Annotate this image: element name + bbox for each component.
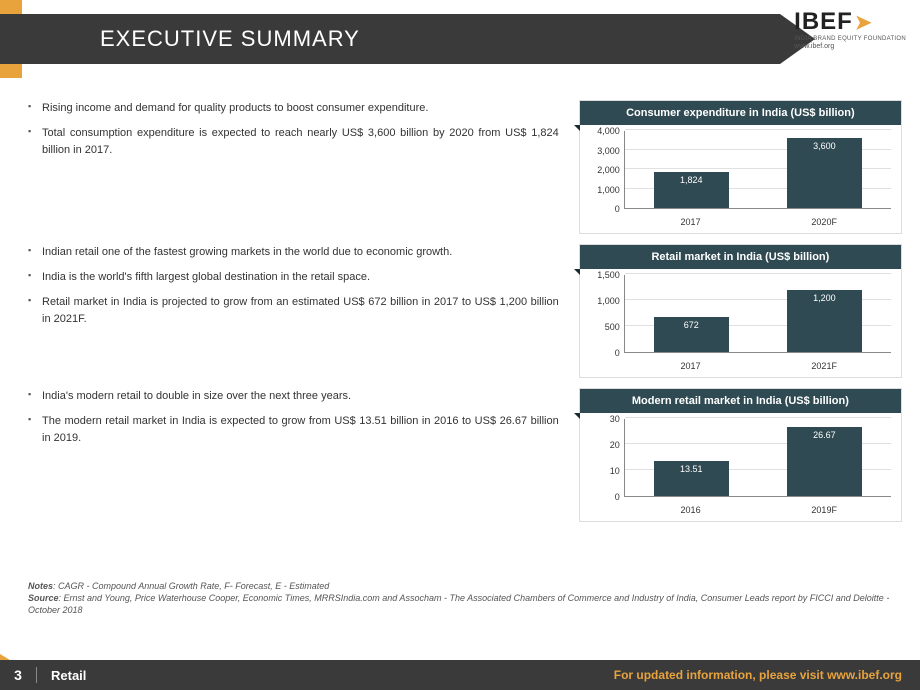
chart-bar: 13.51	[654, 461, 729, 496]
content-area: Rising income and demand for quality pro…	[28, 100, 902, 620]
bullet-item: Rising income and demand for quality pro…	[28, 100, 559, 117]
footer-right-text: For updated information, please visit ww…	[614, 668, 920, 682]
chart-bar: 3,600	[787, 138, 862, 208]
y-axis-label: 1,000	[586, 296, 620, 306]
chart-title: Retail market in India (US$ billion)	[580, 245, 901, 269]
y-axis-label: 1,500	[586, 270, 620, 280]
bar-value-label: 26.67	[787, 430, 862, 440]
logo-url: www.ibef.org	[794, 43, 906, 50]
x-axis-label: 2017	[681, 217, 701, 227]
bar-value-label: 13.51	[654, 464, 729, 474]
chart-bar: 26.67	[787, 427, 862, 496]
chart-bar: 1,824	[654, 172, 729, 208]
footer-category: Retail	[37, 668, 86, 683]
x-axis-label: 2019F	[811, 505, 837, 515]
chart-body: 0 500 1,000 1,500 2017 2021F 672 1,200	[580, 269, 901, 377]
bar-value-label: 3,600	[787, 141, 862, 151]
y-axis-label: 3,000	[586, 146, 620, 156]
source-text: : Ernst and Young, Price Waterhouse Coop…	[28, 593, 889, 615]
bar-value-label: 672	[654, 320, 729, 330]
chart-body: 0 10 20 30 2016 2019F 13.51 26.67	[580, 413, 901, 521]
logo-text: IBEF ➤	[794, 8, 906, 36]
page-title: EXECUTIVE SUMMARY	[100, 26, 360, 52]
bullet-item: Retail market in India is projected to g…	[28, 294, 559, 328]
chart-bar: 672	[654, 317, 729, 352]
x-axis-label: 2021F	[811, 361, 837, 371]
chart-plot-area: 1,824 3,600	[624, 131, 891, 209]
bullet-item: India's modern retail to double in size …	[28, 388, 559, 405]
y-axis-label: 0	[586, 492, 620, 502]
bullet-item: India is the world's fifth largest globa…	[28, 269, 559, 286]
chart-plot-area: 672 1,200	[624, 275, 891, 353]
y-axis-label: 0	[586, 348, 620, 358]
y-axis-label: 10	[586, 466, 620, 476]
x-axis-label: 2017	[681, 361, 701, 371]
logo-subtitle: INDIA BRAND EQUITY FOUNDATION	[794, 36, 906, 42]
y-axis-label: 30	[586, 414, 620, 424]
bullet-block: Indian retail one of the fastest growing…	[28, 244, 567, 378]
y-axis-label: 500	[586, 322, 620, 332]
y-axis-label: 20	[586, 440, 620, 450]
chart-card: Consumer expenditure in India (US$ billi…	[579, 100, 902, 234]
logo-acronym: IBEF	[794, 8, 853, 36]
y-axis-label: 2,000	[586, 165, 620, 175]
logo-arrow-icon: ➤	[855, 10, 873, 35]
chart-title: Consumer expenditure in India (US$ billi…	[580, 101, 901, 125]
chart-title: Modern retail market in India (US$ billi…	[580, 389, 901, 413]
bullet-item: Total consumption expenditure is expecte…	[28, 125, 559, 159]
source-label: Source	[28, 593, 59, 603]
y-axis-label: 4,000	[586, 126, 620, 136]
bullet-block: India's modern retail to double in size …	[28, 388, 567, 522]
notes-block: Notes: CAGR - Compound Annual Growth Rat…	[28, 580, 902, 616]
bar-value-label: 1,200	[787, 293, 862, 303]
content-row: India's modern retail to double in size …	[28, 388, 902, 522]
content-row: Rising income and demand for quality pro…	[28, 100, 902, 234]
chart-bar: 1,200	[787, 290, 862, 352]
chart-plot-area: 13.51 26.67	[624, 419, 891, 497]
chart-card: Retail market in India (US$ billion) 0 500…	[579, 244, 902, 378]
content-row: Indian retail one of the fastest growing…	[28, 244, 902, 378]
bullet-block: Rising income and demand for quality pro…	[28, 100, 567, 234]
notes-label: Notes	[28, 581, 53, 591]
title-bar: EXECUTIVE SUMMARY	[0, 14, 780, 64]
page-number: 3	[0, 667, 36, 683]
bullet-item: Indian retail one of the fastest growing…	[28, 244, 559, 261]
bullet-item: The modern retail market in India is exp…	[28, 413, 559, 447]
header: EXECUTIVE SUMMARY IBEF ➤ INDIA BRAND EQU…	[0, 0, 920, 78]
x-axis-label: 2016	[681, 505, 701, 515]
y-axis-label: 1,000	[586, 185, 620, 195]
chart-card: Modern retail market in India (US$ billi…	[579, 388, 902, 522]
bar-value-label: 1,824	[654, 175, 729, 185]
y-axis-label: 0	[586, 204, 620, 214]
x-axis-label: 2020F	[811, 217, 837, 227]
logo: IBEF ➤ INDIA BRAND EQUITY FOUNDATION www…	[794, 8, 906, 50]
notes-text: : CAGR - Compound Annual Growth Rate, F-…	[53, 581, 329, 591]
footer: 3 Retail For updated information, please…	[0, 660, 920, 690]
chart-body: 0 1,000 2,000 3,000 4,000 2017 2020F 1,824 3,600	[580, 125, 901, 233]
footer-accent	[0, 654, 10, 660]
